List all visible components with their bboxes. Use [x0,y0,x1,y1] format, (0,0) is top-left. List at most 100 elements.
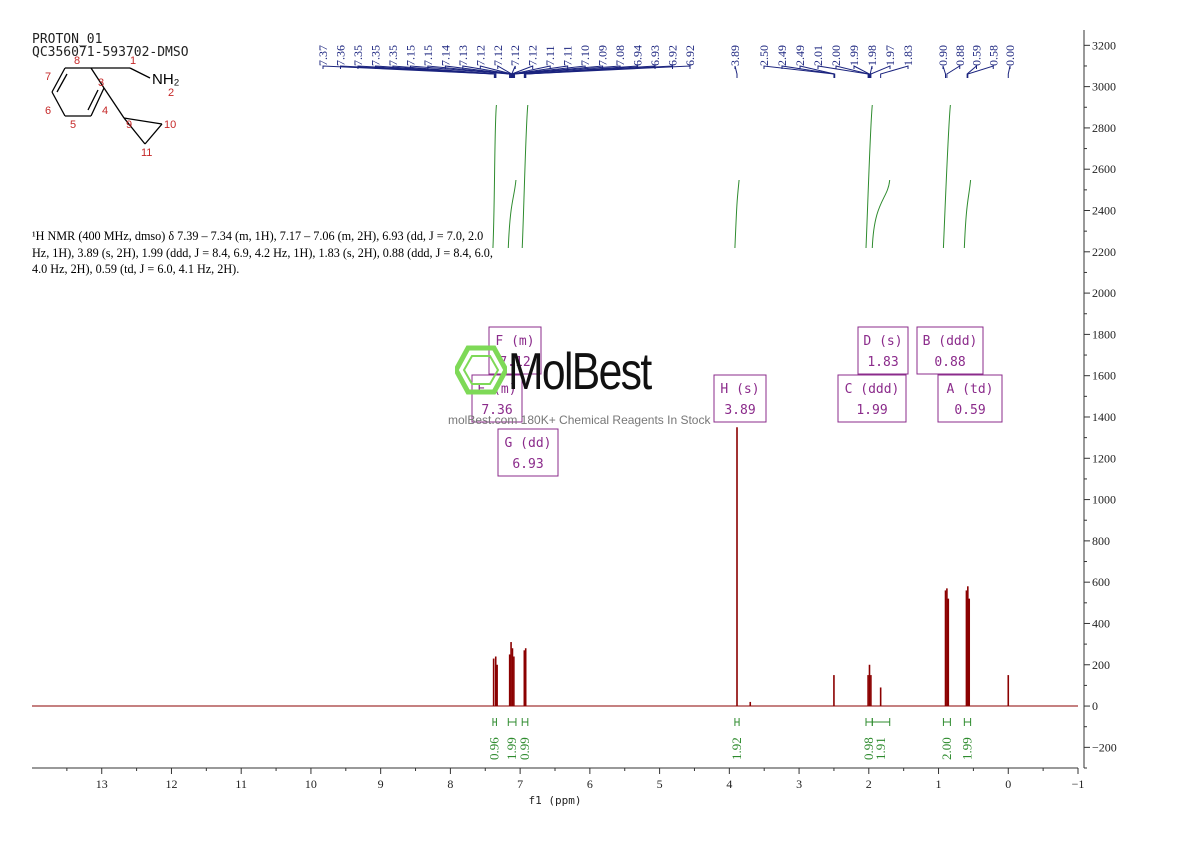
bond-5-6 [51,91,66,117]
x-tick-label: 1 [936,777,942,791]
x-tick-label: 10 [305,777,317,791]
bond-10-11 [144,123,163,145]
integral-value: 1.99 [504,737,519,760]
bond-6-7 [51,67,66,93]
bond-4-9 [103,87,125,119]
peak-label: 3.89 [728,45,742,66]
multiplet-box [471,374,523,423]
atom-label-9: 9 [126,119,132,131]
peak-label: 7.15 [403,45,417,66]
x-tick-label: −1 [1072,777,1085,791]
multiplet-box [497,428,559,477]
peak-label: 1.98 [865,45,879,66]
bond-9-10 [123,117,163,125]
peak-label-leader [1007,65,1011,78]
peak-label: 0.90 [936,45,950,66]
integral-value: 0.96 [487,737,502,760]
multiplet-shift: 7.36 [481,403,512,418]
x-tick-label: 0 [1005,777,1011,791]
integral-curve [963,179,972,249]
x-tick-label: 11 [235,777,247,791]
peak-label: 2.49 [793,45,807,66]
x-tick-label: 8 [447,777,453,791]
y-tick-label: 0 [1092,699,1098,713]
molecule-structure: 8 1 7 3 2 6 4 5 9 10 11 NH₂ [45,55,180,159]
multiplet-box [857,326,909,375]
peak-label-leader [835,65,870,78]
description-line-2: Hz, 1H), 3.89 (s, 2H), 1.99 (ddd, J = 8.… [32,245,493,260]
peak-label-leader [967,65,994,78]
peak-label: 7.12 [473,45,487,66]
integral-curve [521,104,529,249]
bond-3-4 [90,87,105,117]
multiplet-shift: 0.59 [954,403,985,418]
peak-label: 7.14 [438,45,452,66]
peak-label: 6.93 [648,45,662,66]
peak-label-leader [799,65,836,78]
multiplet-box [713,374,767,423]
multiplet-label: G (dd) [505,436,552,451]
x-tick-label: 9 [378,777,384,791]
amine-group-label: NH₂ [152,71,180,88]
y-tick-label: 1000 [1092,493,1116,507]
peak-label: 7.12 [508,45,522,66]
atom-label-5: 5 [70,119,76,131]
peak-label-leader [942,65,947,78]
y-tick-label: 2800 [1092,121,1116,135]
multiplet-shift: 7.12 [499,355,530,370]
x-tick-label: 4 [726,777,732,791]
peak-label: 0.58 [986,45,1000,66]
peak-label-leader [462,65,512,78]
peak-label-leader [392,65,497,78]
peak-label-leader [870,65,891,78]
integral-value: 0.99 [517,737,532,760]
peak-label: 2.50 [757,45,771,66]
bond-3-4-double [87,89,99,111]
x-tick-label: 3 [796,777,802,791]
peak-label: 7.12 [491,45,505,66]
integral-value: 1.91 [873,737,888,760]
peak-label-leader [734,65,738,78]
peak-label: 7.12 [526,45,540,66]
y-tick-label: −200 [1092,740,1117,754]
integral-value: 1.99 [959,737,974,760]
peak-label: 6.92 [666,45,680,66]
watermark-brand: MolBest [508,343,652,401]
peak-label-leader [869,65,873,78]
peak-label: 6.94 [631,45,645,66]
peak-label: 7.35 [386,45,400,66]
peak-label-leader [763,65,835,78]
peak-label-leader [525,65,691,78]
y-tick-label: 1800 [1092,327,1116,341]
multiplet-label: C (ddd) [845,382,900,397]
integral-curve [865,104,873,249]
peak-label: 0.00 [1003,45,1017,66]
peak-label: 7.10 [578,45,592,66]
peak-label-leader [880,65,909,78]
y-tick-label: 600 [1092,575,1110,589]
integral-curve [492,104,497,249]
peak-label: 7.08 [613,45,627,66]
atom-label-4: 4 [102,105,108,117]
y-tick-label: 2600 [1092,162,1116,176]
integral-curve [507,179,517,249]
peak-label-leader [946,65,961,78]
bond-3-4a [90,67,105,89]
sample-id: QC356071-593702-DMSO [32,45,189,60]
bond-6-7-double [56,73,68,93]
y-tick-label: 2000 [1092,286,1116,300]
atom-label-8: 8 [74,55,80,67]
multiplet-box [916,326,984,375]
peak-label: 7.11 [543,45,557,66]
peak-label-leader [853,65,870,78]
atom-label-2: 2 [168,87,174,99]
atom-label-7: 7 [45,71,51,83]
peak-label: 2.49 [775,45,789,66]
peak-label: 7.15 [421,45,435,66]
bond-1-n [129,67,151,79]
peak-label: 1.99 [847,45,861,66]
peak-label: 1.83 [901,45,915,66]
peak-label: 0.59 [970,45,984,66]
integral-value: 0.98 [861,737,876,760]
